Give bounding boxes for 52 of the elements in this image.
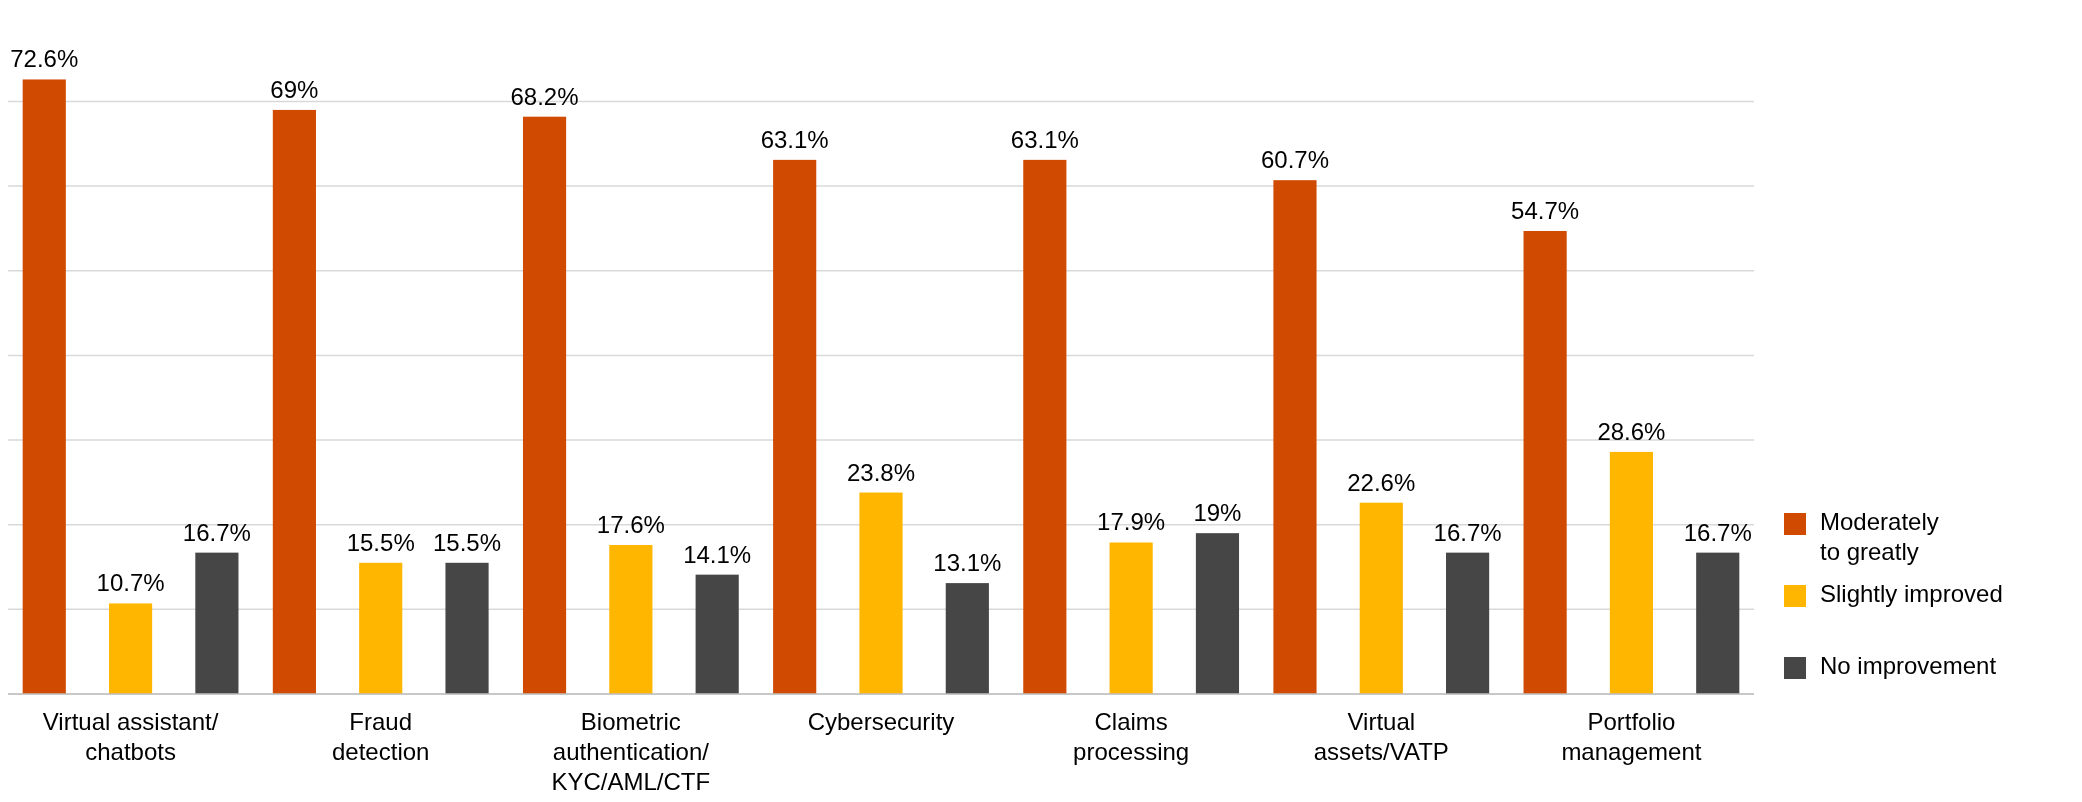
data-label: 16.7% (1433, 518, 1502, 546)
data-label: 23.8% (846, 458, 916, 486)
data-label: 22.6% (1347, 468, 1416, 496)
data-label: 15.5% (346, 528, 415, 556)
bar (22, 79, 66, 694)
legend-label: Slightly improved (1820, 580, 2003, 608)
data-label: 13.1% (933, 549, 1002, 577)
data-label: 63.1% (760, 125, 829, 153)
bar (359, 562, 403, 694)
legend-label: No improvement (1820, 652, 1997, 680)
data-label: 54.7% (1511, 196, 1580, 224)
bar (1023, 159, 1067, 694)
bar (1273, 180, 1317, 694)
data-label: 17.6% (596, 511, 665, 539)
data-label: 14.1% (683, 540, 752, 568)
data-label: 60.7% (1260, 146, 1329, 174)
bar (609, 545, 653, 694)
data-label: 28.6% (1597, 417, 1666, 445)
bar (522, 116, 567, 694)
bar (445, 562, 489, 694)
data-label: 17.9% (1097, 508, 1166, 536)
data-label: 72.6% (10, 45, 79, 73)
bar (1523, 230, 1567, 694)
x-tick-label: Virtual assistant/ chatbots (42, 708, 219, 765)
bar (1109, 542, 1153, 694)
x-tick-label: Claims processing (1073, 708, 1190, 765)
data-label: 63.1% (1010, 125, 1079, 153)
bar (859, 492, 903, 694)
bar (773, 159, 817, 694)
bar (108, 603, 153, 694)
x-tick-label: Biometric authentication/ KYC/AML/CTF (551, 708, 711, 795)
data-label: 19% (1193, 499, 1242, 527)
x-tick-label: Portfolio management (1561, 708, 1702, 765)
legend-label: Moderately to greatly (1820, 508, 1939, 566)
bar (1195, 533, 1240, 694)
data-label: 10.7% (96, 569, 165, 597)
x-tick-label: Virtual assets/VATP (1313, 708, 1449, 765)
x-tick-label: Fraud detection (332, 708, 430, 765)
bar (195, 552, 239, 694)
x-tick-label: Cybersecurity (807, 708, 955, 735)
data-label: 16.7% (182, 518, 251, 546)
data-label: 68.2% (510, 82, 579, 110)
data-label: 69% (270, 75, 319, 103)
data-label: 15.5% (433, 528, 502, 556)
data-label: 16.7% (1683, 518, 1752, 546)
bar (272, 109, 316, 694)
bar (1609, 451, 1654, 694)
bar (1446, 552, 1490, 694)
bar (695, 574, 739, 694)
bar (1359, 502, 1403, 694)
bar (1696, 552, 1740, 694)
bar (945, 583, 989, 694)
